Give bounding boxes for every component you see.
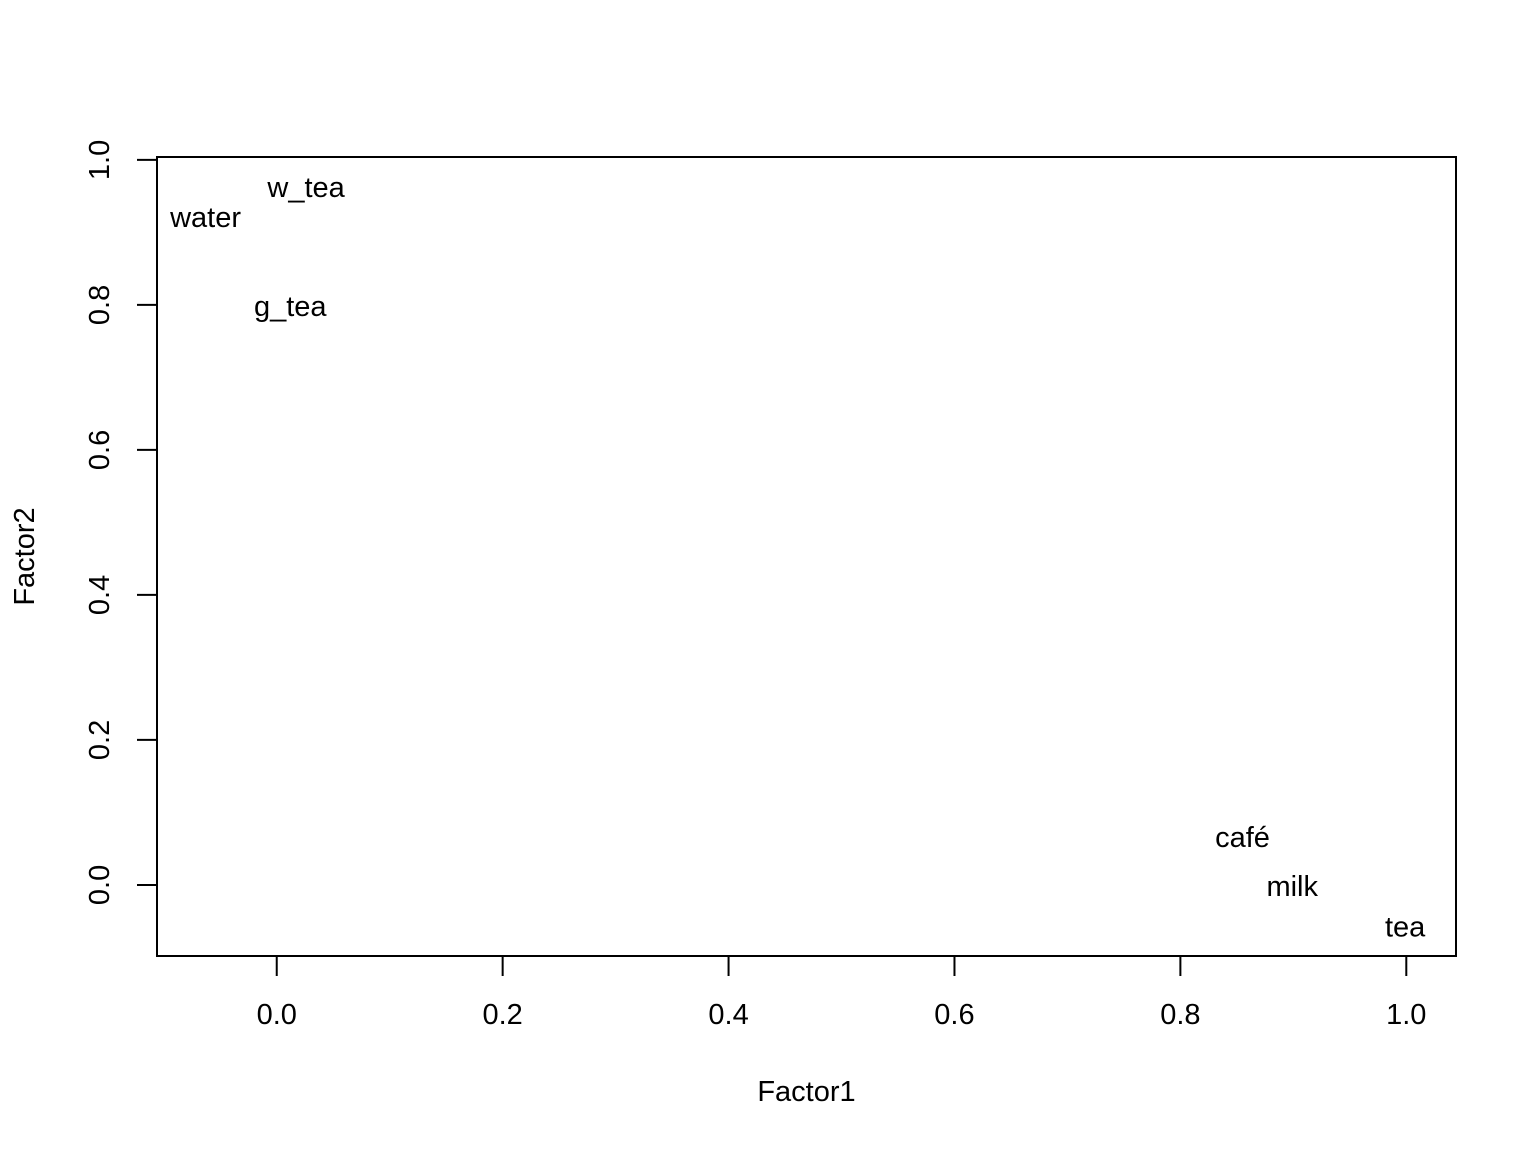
x-axis-tick-label: 0.0 <box>257 999 297 1031</box>
y-axis-tick-label: 0.4 <box>84 575 116 615</box>
x-axis-tick-label: 0.6 <box>934 999 974 1031</box>
point-label-milk: milk <box>1266 871 1318 903</box>
point-label-water: water <box>169 202 241 234</box>
plot-box <box>156 156 1457 957</box>
point-label-g-tea: g_tea <box>254 291 327 323</box>
point-label-caf-: café <box>1215 822 1270 854</box>
y-axis-tick-label: 0.8 <box>84 285 116 325</box>
y-axis-tick-label: 1.0 <box>84 140 116 180</box>
y-axis-tick-label: 0.6 <box>84 430 116 470</box>
y-axis-tick-label: 0.0 <box>84 865 116 905</box>
x-axis-tick-label: 0.8 <box>1160 999 1200 1031</box>
x-axis-tick-label: 1.0 <box>1386 999 1426 1031</box>
y-axis-title: Factor2 <box>9 507 41 605</box>
x-axis-tick-label: 0.2 <box>482 999 522 1031</box>
x-axis-title: Factor1 <box>757 1076 855 1108</box>
point-label-w-tea: w_tea <box>266 172 345 204</box>
x-axis-tick-label: 0.4 <box>708 999 748 1031</box>
point-label-tea: tea <box>1385 912 1426 944</box>
y-axis-tick-label: 0.2 <box>84 720 116 760</box>
